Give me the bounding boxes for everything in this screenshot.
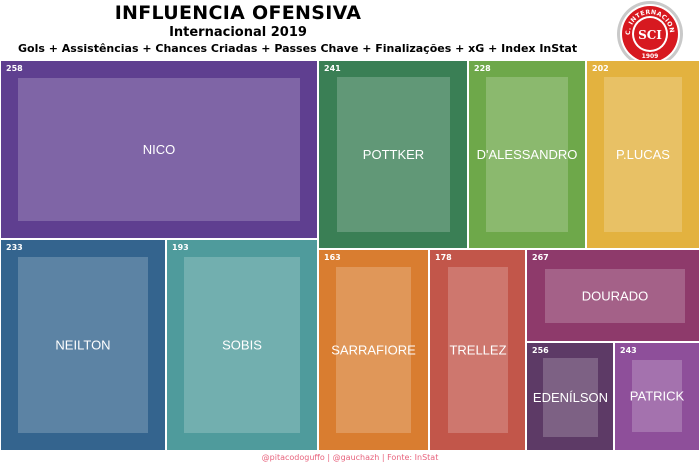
- treemap-chart: 258 NICO 233 NEILTON 193 SOBIS 241 POTTKER 228 D'…: [0, 60, 700, 451]
- tile-inner-box: [184, 257, 300, 433]
- tile-value-label: 178: [435, 253, 452, 262]
- tile-pottker: 241 POTTKER: [317, 60, 469, 250]
- tile-dourado: 267 DOURADO: [525, 248, 700, 343]
- tile-value-label: 193: [172, 243, 189, 252]
- tile-name-label: SOBIS: [222, 338, 262, 353]
- tile-inner-box: [336, 267, 411, 433]
- tile-d-alessandro: 228 D'ALESSANDRO: [467, 60, 587, 250]
- tile-name-label: POTTKER: [363, 147, 424, 162]
- tile-inner-box: [18, 257, 148, 433]
- tile-rect: [467, 60, 587, 250]
- tile-value-label: 267: [532, 253, 549, 262]
- tile-patrick: 243 PATRICK: [613, 341, 700, 451]
- tile-nico: 258 NICO: [0, 60, 319, 240]
- tile-name-label: NEILTON: [55, 338, 110, 353]
- tile-rect: [317, 248, 430, 451]
- tile-rect: [0, 238, 167, 451]
- tile-sobis: 193 SOBIS: [165, 238, 319, 451]
- tile-inner-box: [486, 77, 568, 232]
- tile-value-label: 241: [324, 64, 341, 73]
- logo-year: 1909: [642, 53, 659, 60]
- tile-inner-box: [632, 360, 682, 432]
- tile-sarrafiore: 163 SARRAFIORE: [317, 248, 430, 451]
- tile-value-label: 243: [620, 346, 637, 355]
- tile-name-label: P.LUCAS: [616, 147, 670, 162]
- tile-inner-box: [448, 267, 508, 433]
- chart-subtitle: Internacional 2019: [169, 25, 307, 40]
- tile-name-label: NICO: [143, 142, 176, 157]
- tile-value-label: 163: [324, 253, 341, 262]
- tile-value-label: 258: [6, 64, 23, 73]
- tile-inner-box: [604, 77, 682, 232]
- tile-inner-box: [545, 269, 685, 323]
- club-logo: S.C. INTERNACIONAL 1909 SCI: [616, 0, 683, 67]
- tile-eden-lson: 256 EDENÍLSON: [525, 341, 615, 451]
- tile-rect: [0, 60, 319, 240]
- tile-value-label: 202: [592, 64, 609, 73]
- tile-value-label: 228: [474, 64, 491, 73]
- tile-value-label: 256: [532, 346, 549, 355]
- tile-value-label: 233: [6, 243, 23, 252]
- tile-rect: [165, 238, 319, 451]
- tile-rect: [613, 341, 700, 451]
- tile-inner-box: [543, 358, 598, 437]
- tile-rect: [317, 60, 469, 250]
- tile-name-label: PATRICK: [630, 389, 685, 404]
- tile-rect: [585, 60, 700, 250]
- tile-inner-box: [18, 78, 300, 221]
- chart-title: INFLUENCIA OFENSIVA: [114, 2, 362, 24]
- logo-monogram: SCI: [638, 28, 662, 42]
- tile-name-label: EDENÍLSON: [533, 390, 608, 405]
- chart-description: Gols + Assistências + Chances Criadas + …: [18, 42, 578, 55]
- tile-inner-box: [337, 77, 450, 232]
- chart-credits: @pitacodoguffo | @gauchazh | Fonte: InSt…: [261, 453, 439, 462]
- tile-rect: [428, 248, 527, 451]
- tile-name-label: TRELLEZ: [449, 343, 506, 358]
- tile-p-lucas: 202 P.LUCAS: [585, 60, 700, 250]
- tile-neilton: 233 NEILTON: [0, 238, 167, 451]
- tile-name-label: SARRAFIORE: [331, 343, 416, 358]
- tile-trellez: 178 TRELLEZ: [428, 248, 527, 451]
- tile-name-label: DOURADO: [582, 289, 648, 304]
- tile-name-label: D'ALESSANDRO: [477, 147, 578, 162]
